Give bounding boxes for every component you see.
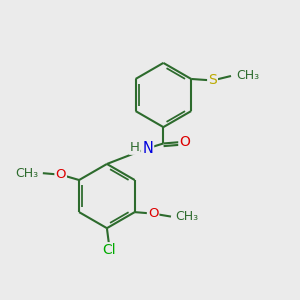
Text: CH₃: CH₃ (176, 210, 199, 223)
Text: H: H (130, 141, 140, 154)
Text: CH₃: CH₃ (236, 70, 260, 83)
Text: Cl: Cl (103, 243, 116, 257)
Text: S: S (208, 74, 217, 88)
Text: CH₃: CH₃ (15, 167, 38, 180)
Text: N: N (142, 141, 153, 156)
Text: O: O (179, 135, 190, 149)
Text: O: O (148, 207, 158, 220)
Text: O: O (56, 168, 66, 181)
